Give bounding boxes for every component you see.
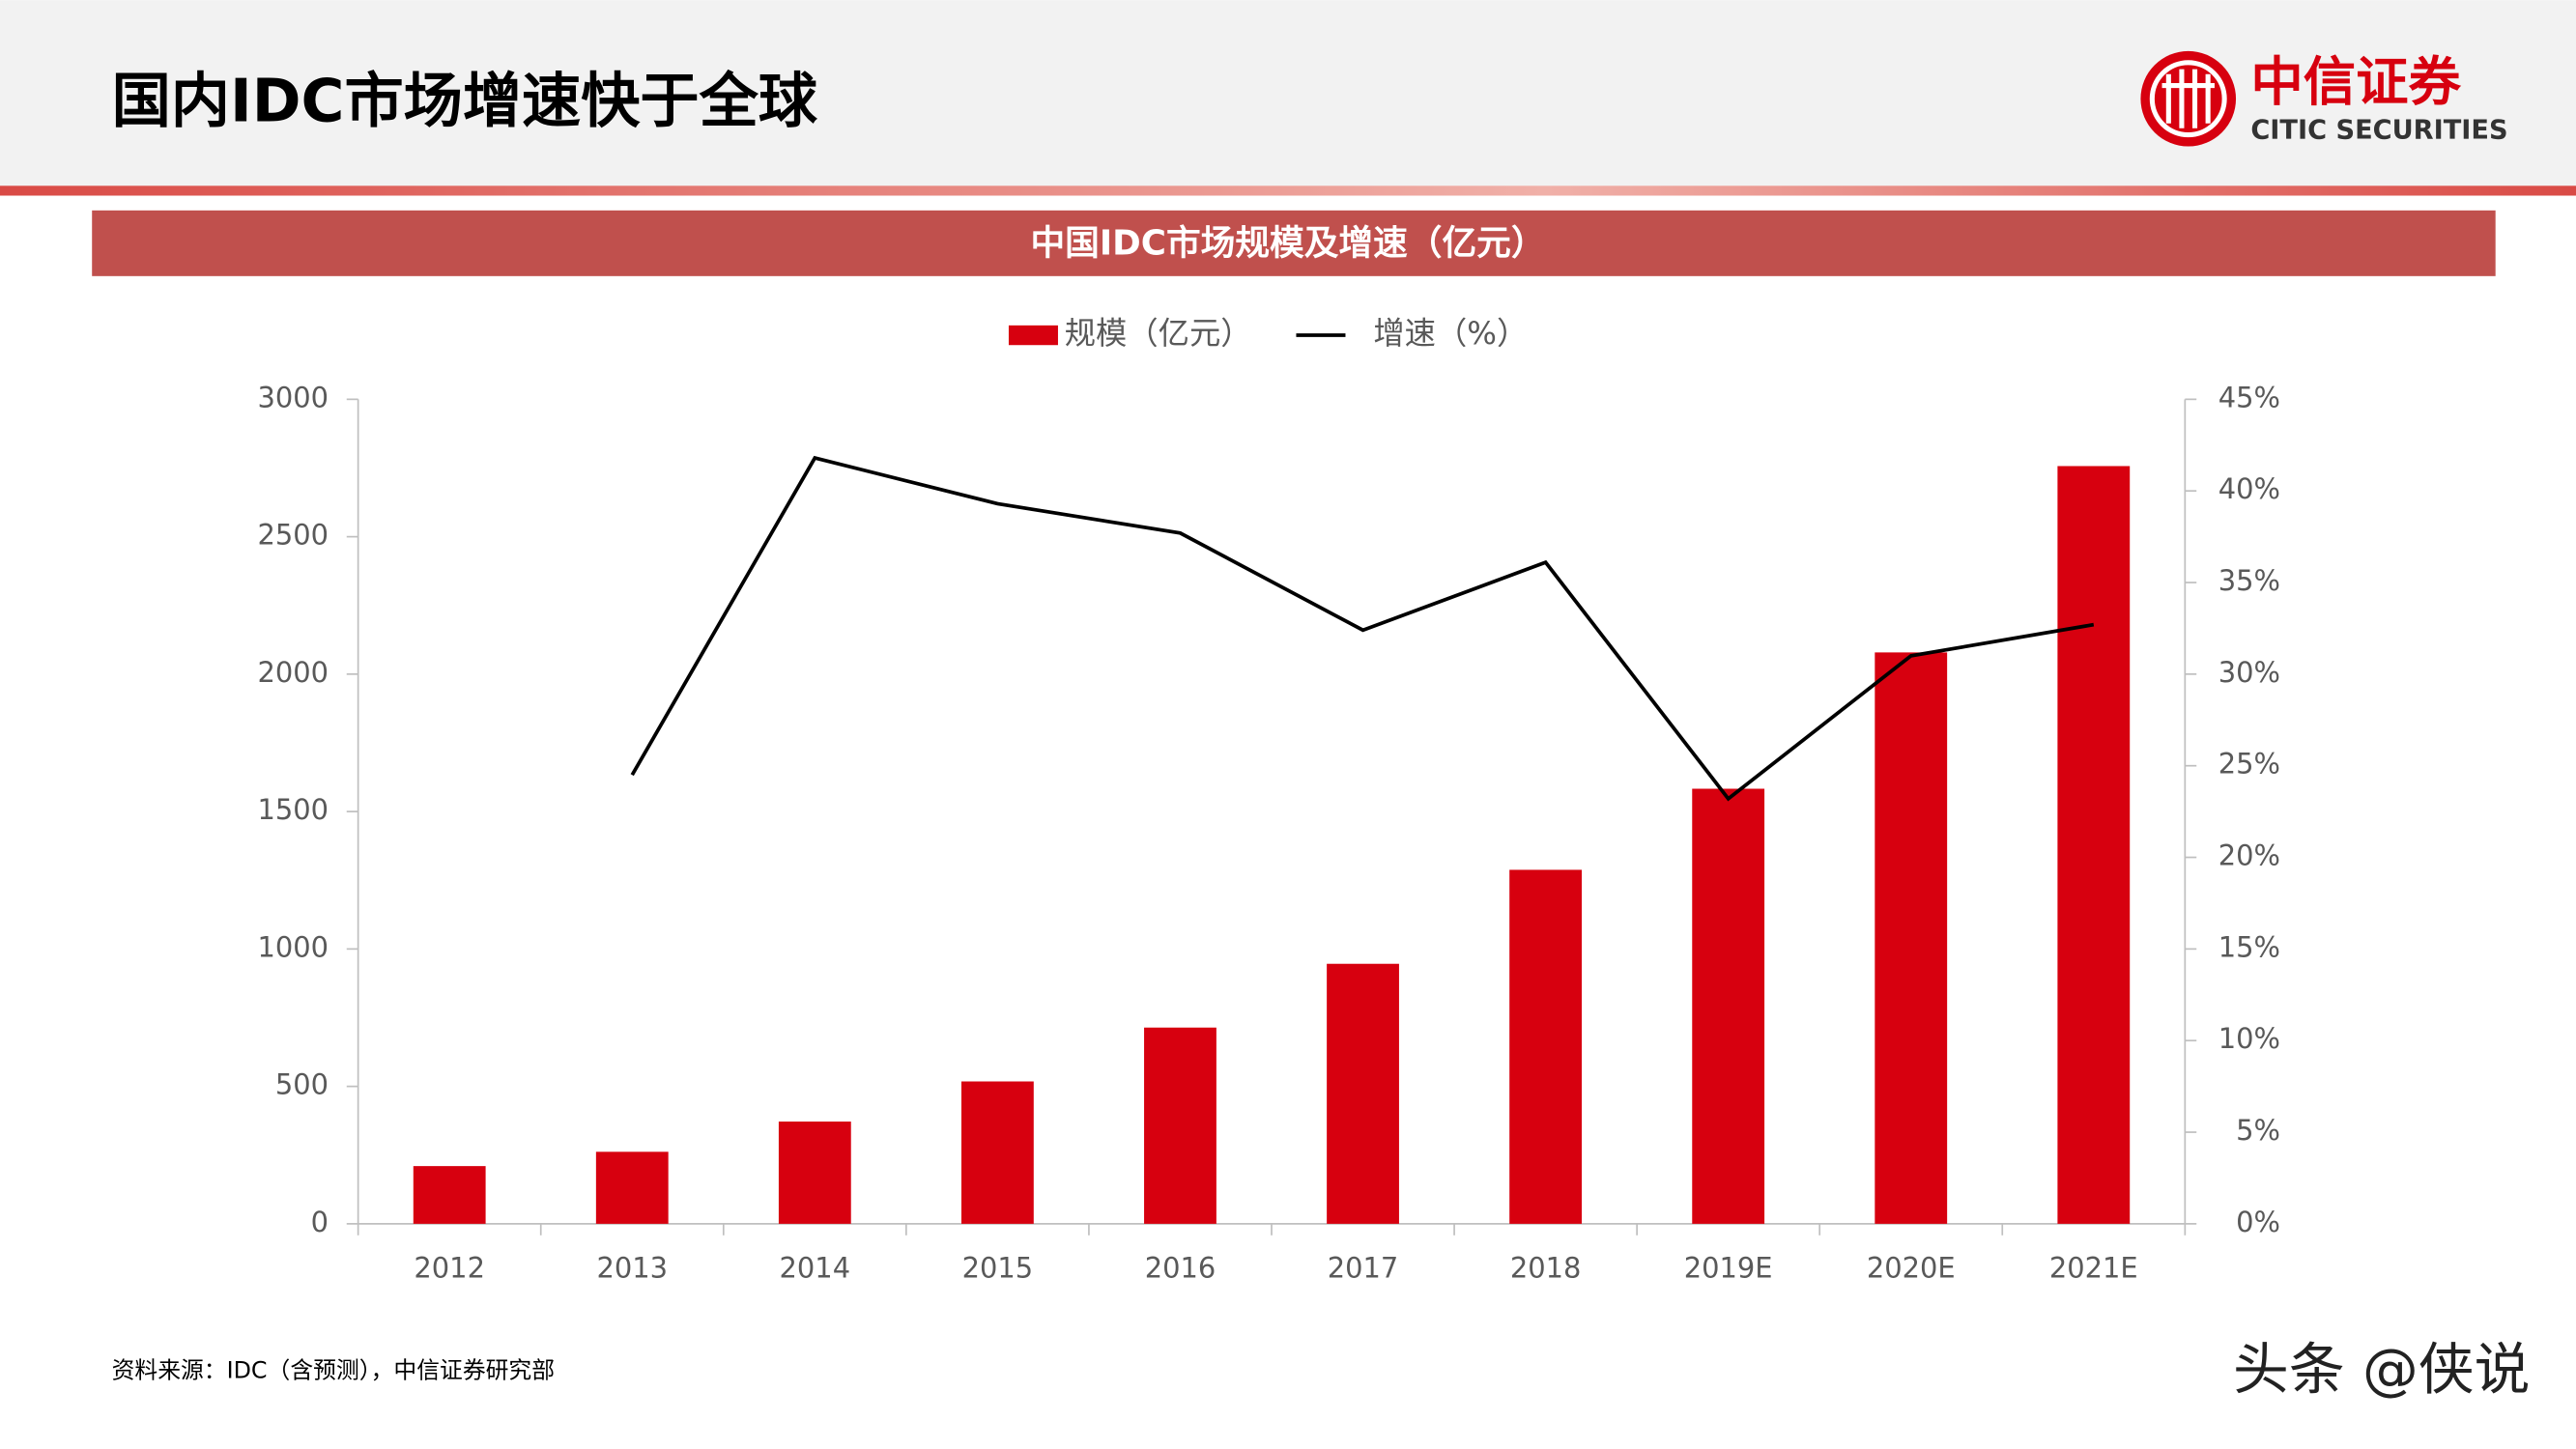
x-tick-label: 2012: [414, 1251, 485, 1284]
header-rule: [0, 185, 2576, 196]
legend-swatch: [1008, 325, 1058, 346]
bar: [2057, 466, 2131, 1224]
y2-tick-label: 0%: [2236, 1206, 2280, 1238]
y-tick-label: 3000: [258, 381, 329, 413]
chart-banner: [92, 210, 2496, 276]
logo-cn: 中信证券: [2250, 52, 2461, 113]
x-tick-label: 2021E: [2049, 1251, 2138, 1284]
x-tick-label: 2019E: [1684, 1251, 1773, 1284]
chart-title: 中国IDC市场规模及增速（亿元）: [1030, 224, 1545, 264]
bar: [595, 1151, 669, 1224]
y2-tick-label: 45%: [2218, 381, 2280, 413]
bar: [1509, 869, 1583, 1224]
bar: [960, 1081, 1034, 1224]
y-tick-label: 1000: [258, 930, 329, 963]
bar: [778, 1122, 851, 1224]
page-title: 国内IDC市场增速快于全球: [112, 68, 818, 136]
y2-tick-label: 35%: [2218, 564, 2280, 597]
x-tick-label: 2013: [596, 1251, 668, 1284]
x-tick-label: 2015: [962, 1251, 1034, 1284]
y-tick-label: 2500: [258, 519, 329, 552]
logo-en: CITIC SECURITIES: [2250, 116, 2507, 146]
watermark: 头条 @侠说: [2233, 1337, 2530, 1403]
y2-tick-label: 5%: [2236, 1114, 2280, 1147]
y2-tick-label: 25%: [2218, 748, 2280, 781]
x-tick-label: 2014: [780, 1251, 851, 1284]
legend-label: 增速（%）: [1373, 315, 1528, 352]
logo: 中信证券 CITIC SECURITIES: [2140, 50, 2508, 147]
x-tick-label: 2017: [1328, 1251, 1399, 1284]
y2-tick-label: 30%: [2218, 656, 2280, 689]
y-tick-label: 0: [311, 1206, 329, 1238]
source-note: 资料来源：IDC（含预测），中信证券研究部: [112, 1356, 555, 1383]
bar: [1692, 788, 1765, 1224]
bar: [1327, 963, 1399, 1224]
growth-line: [630, 455, 2095, 802]
legend-label: 规模（亿元）: [1065, 315, 1252, 352]
x-tick-label: 2016: [1145, 1251, 1216, 1284]
y-tick-label: 1500: [258, 793, 329, 826]
y2-tick-label: 40%: [2218, 472, 2280, 505]
x-tick-label: 2018: [1510, 1251, 1582, 1284]
y2-tick-label: 20%: [2218, 839, 2280, 872]
y-tick-label: 500: [275, 1068, 329, 1101]
y2-tick-label: 10%: [2218, 1022, 2280, 1055]
bar: [413, 1166, 486, 1224]
bar: [1875, 652, 1948, 1224]
bar: [1144, 1027, 1216, 1224]
y2-tick-label: 15%: [2218, 930, 2280, 963]
y-tick-label: 2000: [258, 656, 329, 689]
x-tick-label: 2020E: [1867, 1251, 1956, 1284]
